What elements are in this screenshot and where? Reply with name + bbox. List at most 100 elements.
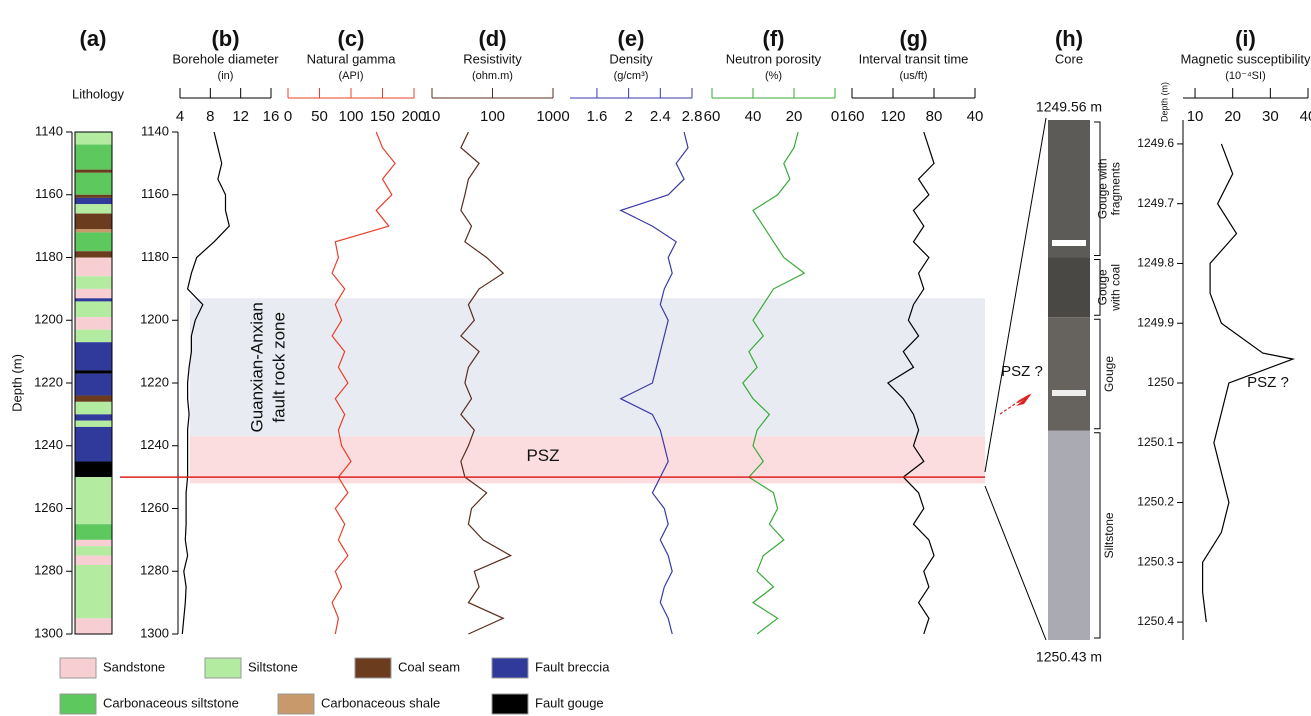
x-tick-label: 30 (1262, 108, 1279, 125)
lithology-interval (75, 426, 112, 462)
annotation: PSZ ? (1001, 363, 1043, 380)
y-tick-label: 1250.3 (1137, 554, 1174, 568)
legend-label: Fault gouge (535, 695, 604, 710)
y-tick-label: 1300 (34, 625, 63, 640)
legend-label: Sandstone (103, 659, 165, 674)
log-curve (331, 131, 396, 635)
x-tick-label: 16 (263, 108, 280, 125)
panel-unit: (in) (218, 70, 234, 82)
y-tick-label: 1160 (35, 186, 63, 201)
lithology-frame (74, 131, 113, 635)
y-tick-label: 1280 (140, 563, 169, 578)
x-tick-label: 10 (424, 108, 441, 125)
x-tick-label: 40 (1300, 108, 1311, 125)
x-tick-label: 0 (831, 108, 839, 125)
lithology-interval (75, 546, 112, 556)
section-bracket (1094, 318, 1101, 430)
panel-label: Resistivity (463, 51, 522, 66)
lithology-interval (75, 373, 112, 396)
y-tick-label: 1180 (141, 249, 169, 264)
lithology-interval (75, 317, 112, 330)
panel-title: (f) (763, 26, 785, 51)
lithology-interval (75, 301, 112, 318)
section-label: Gouge with (1096, 158, 1110, 219)
panel-label: Density (609, 51, 653, 66)
panel-title: (h) (1055, 26, 1083, 51)
lithology-interval (75, 524, 112, 540)
lithology-interval (75, 414, 112, 421)
section-bracket (1094, 121, 1101, 256)
panel-label: Interval transit time (859, 51, 969, 66)
lithology-interval (75, 401, 112, 415)
x-tick-label: 10 (1187, 108, 1204, 125)
x-tick-label: 50 (311, 108, 328, 125)
panel-label: Natural gamma (307, 51, 397, 66)
log-curve (1202, 143, 1296, 623)
legend-label: Coal seam (398, 659, 460, 674)
x-tick-label: 20 (1224, 108, 1241, 125)
psz-band (190, 436, 985, 484)
lithology-interval (75, 461, 112, 478)
x-tick-label: 150 (370, 108, 395, 125)
legend-label: Fault breccia (535, 659, 610, 674)
y-tick-label: 1200 (34, 312, 63, 327)
panel-unit: (g/cm³) (614, 70, 649, 82)
section-label: with coal (1109, 264, 1123, 312)
panel-label: Borehole diameter (172, 51, 279, 66)
lithology-interval (75, 251, 112, 258)
y-tick-label: 1260 (34, 500, 63, 515)
panels: Guanxian-Anxian fault rock zone PSZ (a) Lith… (34, 26, 1311, 715)
y-tick-label: 1240 (140, 437, 169, 452)
lithology-interval (75, 229, 112, 233)
x-tick-label: 12 (232, 108, 249, 125)
panel-unit: (API) (338, 70, 363, 82)
x-tick-label: 80 (926, 108, 943, 125)
x-tick-label: 2.4 (650, 108, 671, 125)
section-label: Siltstone (1102, 512, 1116, 558)
x-tick-label: 20 (786, 108, 803, 125)
log-curve (619, 131, 689, 635)
panel-unit: (%) (765, 70, 782, 82)
lithology-interval (75, 539, 112, 547)
zoom-line (984, 485, 1047, 641)
y-tick-label: 1240 (34, 437, 63, 452)
core-bottom-label: 1250.43 m (1036, 649, 1102, 665)
x-tick-label: 4 (176, 108, 184, 125)
x-tick-label: 100 (480, 108, 505, 125)
y-tick-label: 1249.9 (1137, 315, 1174, 329)
fault-zone-label: fault rock zone (269, 312, 288, 423)
annotation: PSZ ? (1247, 374, 1289, 391)
x-tick-label: 120 (880, 108, 905, 125)
y-tick-label: 1250 (1147, 375, 1174, 389)
legend-label: Carbonaceous shale (321, 695, 440, 710)
x-tick-label: 40 (967, 108, 984, 125)
y-tick-label: 1160 (141, 186, 169, 201)
x-tick-label: 40 (745, 108, 762, 125)
y-tick-label: 1300 (140, 625, 169, 640)
psz-arrow (1017, 394, 1031, 403)
y-tick-label: 1200 (140, 312, 169, 327)
panel-label: Magnetic susceptibility (1180, 51, 1311, 66)
section-label: Gouge (1102, 356, 1116, 392)
panel-title: (a) (80, 26, 107, 51)
panel-title: (g) (899, 26, 927, 51)
lithology-interval (75, 477, 112, 525)
legend-swatch (491, 657, 529, 679)
log-curve (742, 131, 806, 635)
log-curve (181, 131, 230, 635)
lithology-interval (75, 172, 112, 195)
y-tick-label: 1260 (140, 500, 169, 515)
y-tick-label: 1280 (34, 563, 63, 578)
x-tick-label: 60 (704, 108, 721, 125)
panel-label: Lithology (72, 86, 125, 101)
panel-unit: (us/ft) (899, 70, 927, 82)
core-section (1048, 430, 1090, 640)
core-section (1048, 120, 1090, 258)
x-tick-label: 1000 (536, 108, 569, 125)
psz-arrow-dash (999, 401, 1019, 415)
lithology-interval (75, 329, 112, 343)
lithology-interval (75, 132, 112, 145)
core-tape (1052, 390, 1086, 396)
y-tick-label: 1249.8 (1137, 256, 1174, 270)
